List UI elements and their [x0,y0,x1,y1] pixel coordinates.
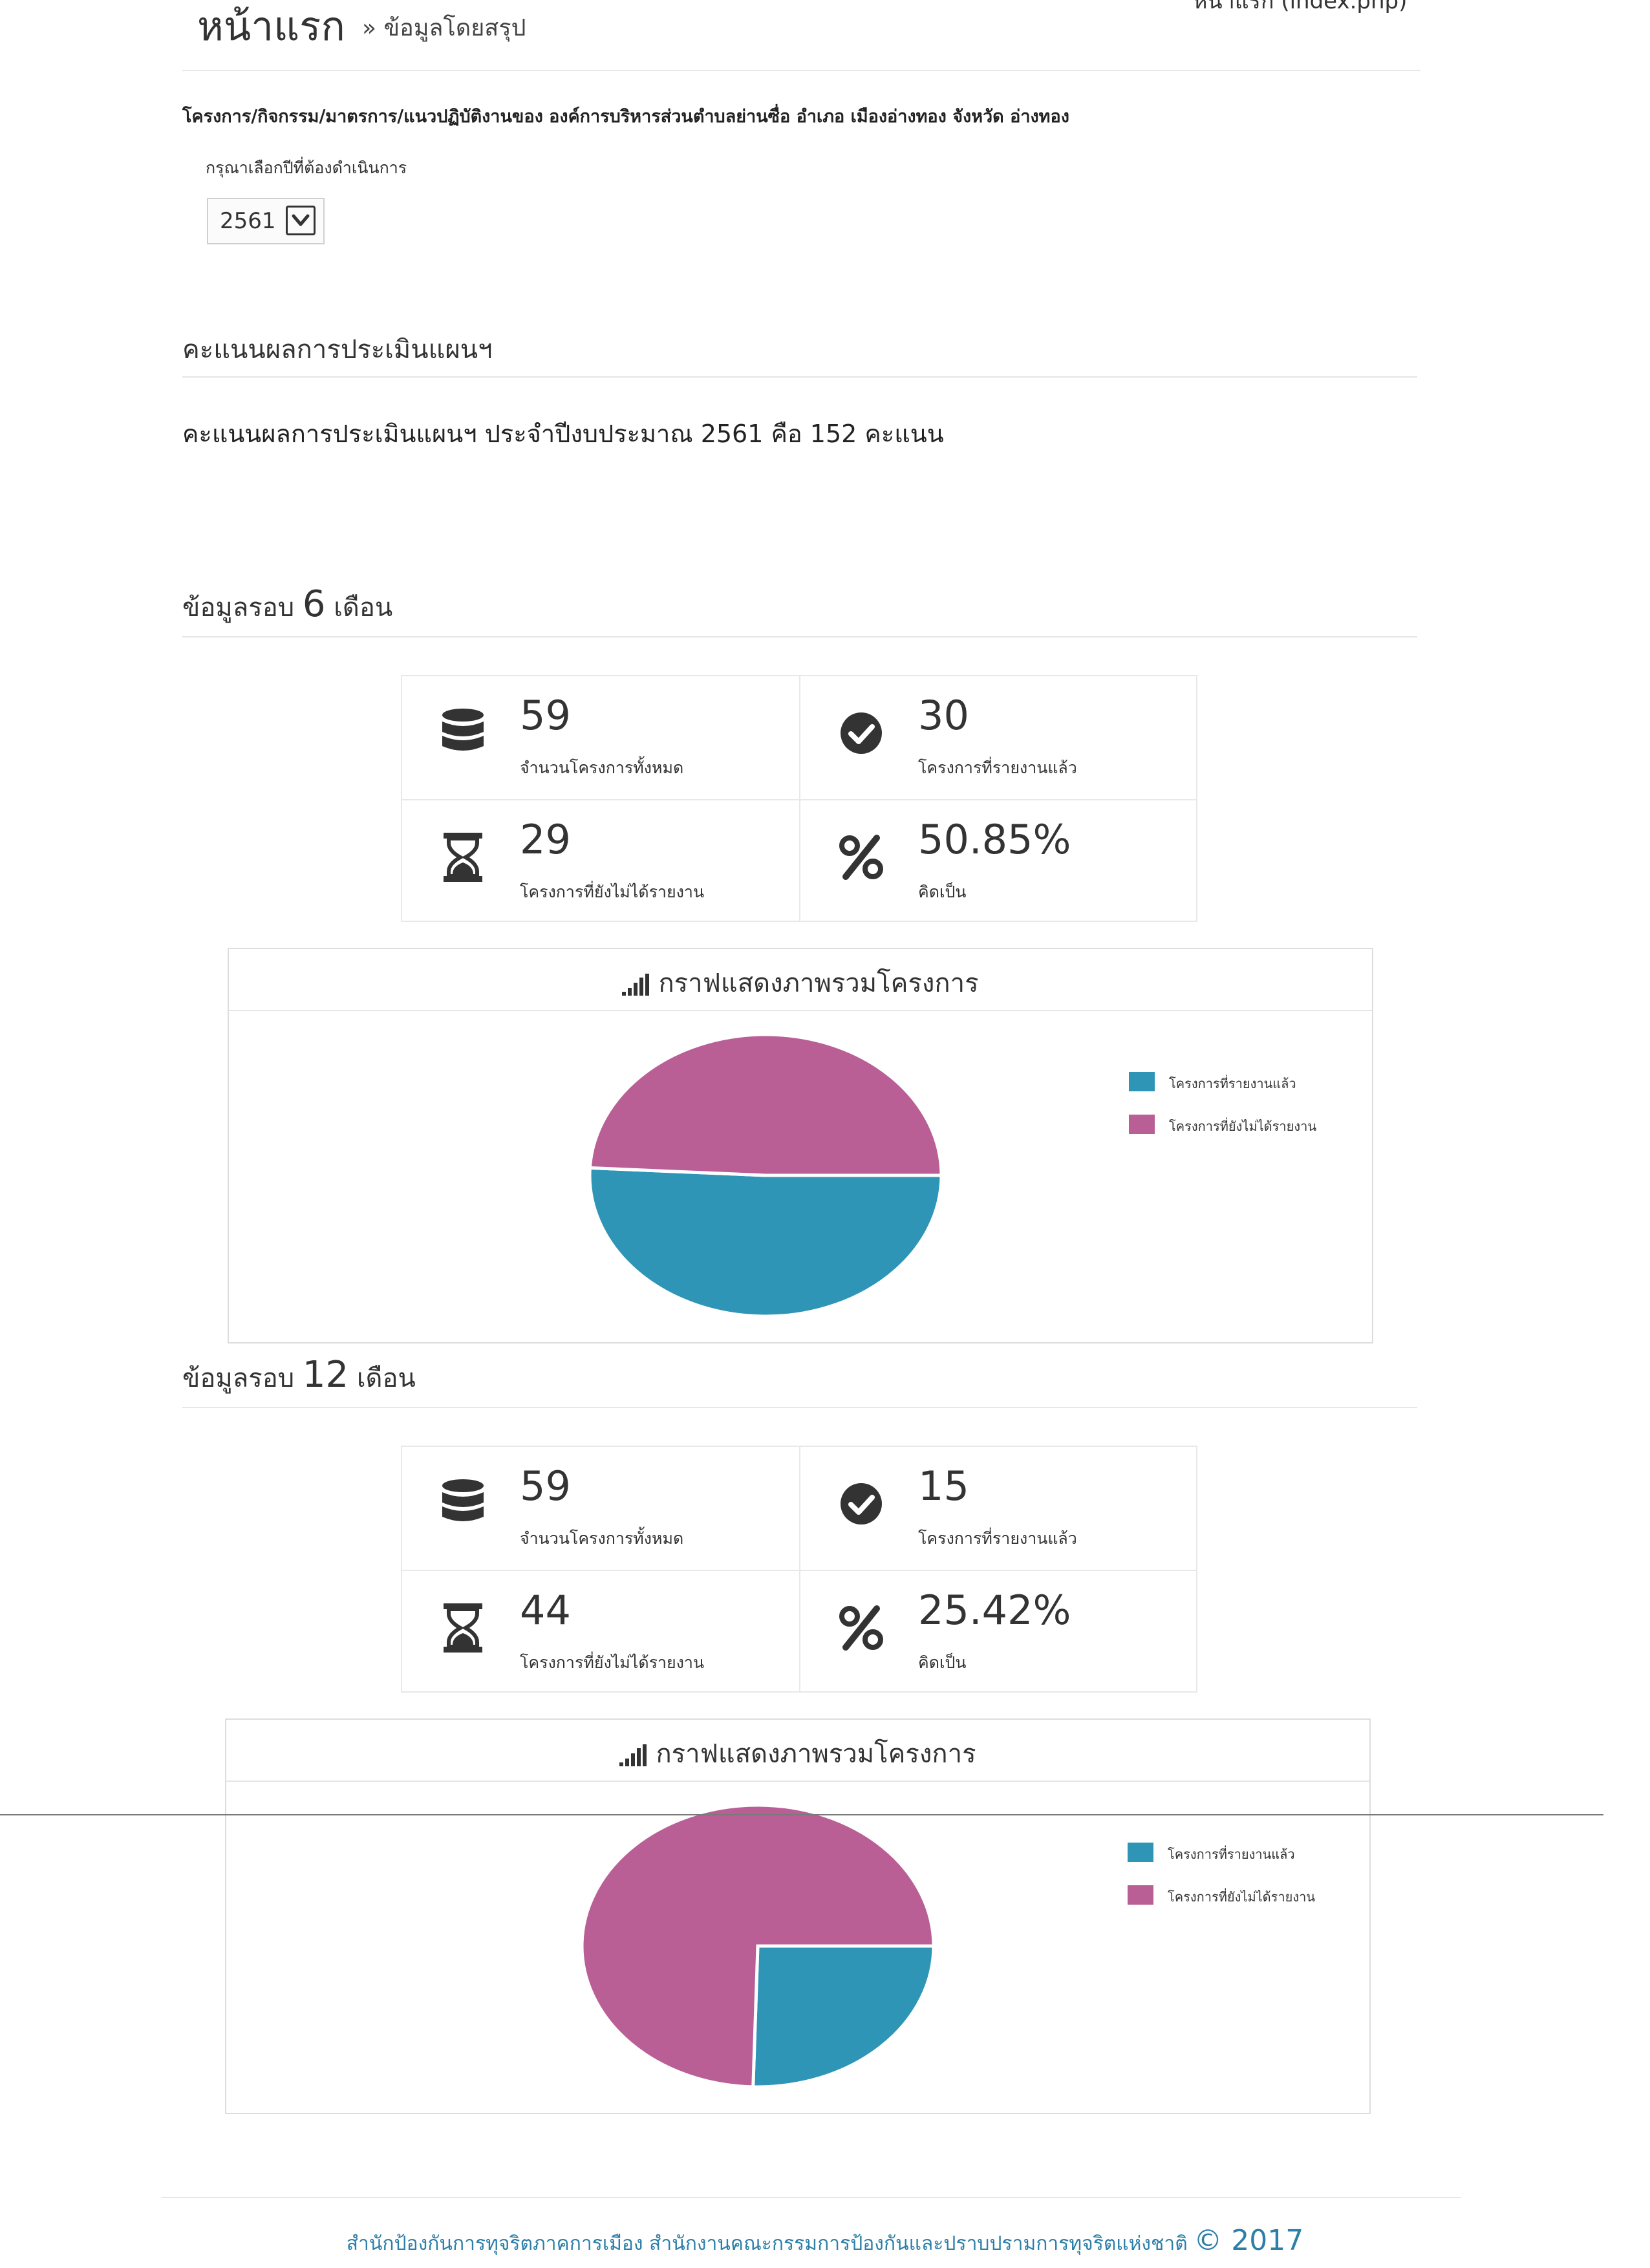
score-heading: คะแนนผลการประเมินแผนฯ [182,335,493,365]
hourglass-icon [444,1603,482,1653]
pie-slice-reported[interactable] [588,1166,943,1318]
signal-bars-icon [622,974,650,996]
stat-total-value: 59 [520,1462,571,1510]
stat-pending-label: โครงการที่ยังไม่ได้รายงาน [520,883,705,901]
stat-percent: 50.85% คิดเป็น [800,800,1197,923]
round-6-pie-chart [588,1032,943,1318]
year-select-value: 2561 [220,208,276,234]
check-circle-icon [841,1483,882,1524]
stat-percent-value: 50.85% [918,816,1071,863]
legend-swatch-not-reported [1128,1885,1153,1905]
scan-seam [0,1814,1603,1815]
round-6-chart-title-text: กราฟแสดงภาพรวมโครงการ [658,968,979,998]
percent-icon [839,835,883,880]
stat-reported-label: โครงการที่รายงานแล้ว [918,1529,1077,1548]
round-12-chart-panel: กราฟแสดงภาพรวมโครงการ โครงการที่รายงานแล… [225,1718,1371,2114]
round-6-divider [182,636,1417,637]
stat-percent-label: คิดเป็น [918,1653,967,1672]
round-12-pie-chart [580,1803,936,2089]
round-12-heading: ข้อมูลรอบ 12 เดือน [182,1354,416,1398]
round-12-chart-title-text: กราฟแสดงภาพรวมโครงการ [656,1739,976,1769]
database-icon [442,1479,484,1521]
stat-reported-value: 30 [918,692,969,739]
stat-reported-label: โครงการที่รายงานแล้ว [918,758,1077,777]
stat-reported: 15 โครงการที่รายงานแล้ว [800,1447,1197,1570]
footer-copyright: © 2017 [1194,2224,1304,2257]
stat-reported-value: 15 [918,1462,969,1510]
legend-swatch-reported [1129,1072,1155,1091]
stat-pending: 44 โครงการที่ยังไม่ได้รายงาน [402,1571,799,1694]
round-6-stats: 59 จำนวนโครงการทั้งหมด 30 โครงการที่รายง… [401,675,1197,922]
round-6-chart-title: กราฟแสดงภาพรวมโครงการ [229,962,1372,1003]
score-divider [182,376,1417,378]
hourglass-icon [444,833,482,882]
legend-label-not-reported: โครงการที่ยังไม่ได้รายงาน [1169,1118,1317,1134]
legend-label-reported: โครงการที่รายงานแล้ว [1168,1846,1295,1862]
breadcrumb[interactable]: » ข้อมูลโดยสรุป [362,15,526,41]
round-6-heading-suffix: เดือน [334,593,393,623]
stat-pending: 29 โครงการที่ยังไม่ได้รายงาน [402,800,799,923]
database-icon [442,709,484,751]
signal-bars-icon [619,1744,647,1766]
stat-total: 59 จำนวนโครงการทั้งหมด [402,1447,799,1570]
legend-label-not-reported: โครงการที่ยังไม่ได้รายงาน [1168,1889,1316,1905]
stat-percent-label: คิดเป็น [918,883,967,901]
pie-slice-reported[interactable] [751,1944,936,2089]
stat-reported: 30 โครงการที่รายงานแล้ว [800,676,1197,799]
stat-pending-label: โครงการที่ยังไม่ได้รายงาน [520,1653,705,1672]
stat-pending-value: 29 [520,816,571,863]
stat-total-value: 59 [520,692,571,739]
pie-slice-not-reported[interactable] [580,1803,936,2089]
round-6-heading: ข้อมูลรอบ 6 เดือน [182,583,392,628]
org-description: โครงการ/กิจกรรม/มาตรการ/แนวปฏิบัติงานของ… [182,107,1069,127]
round-12-stats: 59 จำนวนโครงการทั้งหมด 15 โครงการที่รายง… [401,1446,1197,1693]
round-12-heading-prefix: ข้อมูลรอบ [182,1364,295,1393]
stat-total-label: จำนวนโครงการทั้งหมด [520,758,684,777]
footer-divider [162,2197,1461,2198]
year-select[interactable]: 2561 [207,198,325,244]
footer: สำนักป้องกันการทุจริตภาคการเมือง สำนักงา… [0,2224,1650,2259]
page-title: หน้าแรก [197,3,345,50]
check-circle-icon [841,712,882,754]
stat-total: 59 จำนวนโครงการทั้งหมด [402,676,799,799]
round-12-chart-title: กราฟแสดงภาพรวมโครงการ [226,1733,1369,1774]
round-12-divider [182,1407,1417,1408]
legend-label-reported: โครงการที่รายงานแล้ว [1169,1076,1296,1091]
round-6-chart-panel: กราฟแสดงภาพรวมโครงการ โครงการที่รายงานแล… [228,948,1373,1343]
header-divider [182,70,1420,71]
stat-total-label: จำนวนโครงการทั้งหมด [520,1529,684,1548]
year-select-label: กรุณาเลือกปีที่ต้องดำเนินการ [206,158,407,177]
round-6-heading-prefix: ข้อมูลรอบ [182,593,295,623]
round-6-months: 6 [302,583,326,625]
stat-percent: 25.42% คิดเป็น [800,1571,1197,1694]
stat-pending-value: 44 [520,1587,571,1634]
legend-swatch-reported [1128,1843,1153,1862]
round-12-heading-suffix: เดือน [356,1364,416,1393]
legend-swatch-not-reported [1129,1115,1155,1134]
chevron-down-icon[interactable] [286,206,316,235]
stat-percent-value: 25.42% [918,1587,1071,1634]
round-12-months: 12 [302,1354,349,1396]
pie-slice-not-reported[interactable] [588,1032,943,1177]
home-link[interactable]: หน้าแรก (index.php) [1193,0,1408,14]
score-text: คะแนนผลการประเมินแผนฯ ประจำปีงบประมาณ 25… [182,420,944,448]
footer-text: สำนักป้องกันการทุจริตภาคการเมือง สำนักงา… [346,2232,1188,2255]
percent-icon [839,1605,883,1651]
